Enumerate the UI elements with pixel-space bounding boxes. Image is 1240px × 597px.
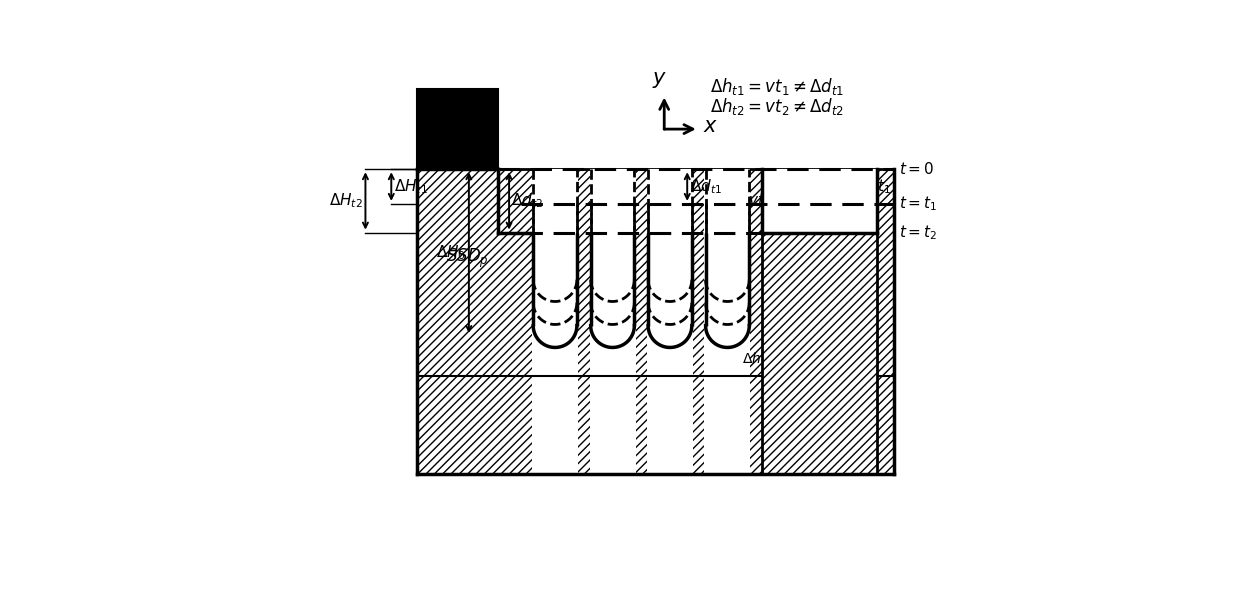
- Text: $\Delta h_{t1} = vt_1 \neq \Delta d_{t1}$: $\Delta h_{t1} = vt_1 \neq \Delta d_{t1}…: [711, 75, 844, 97]
- Text: $\Delta H_{t2}$: $\Delta H_{t2}$: [330, 192, 363, 210]
- Text: $t = 0$: $t = 0$: [899, 161, 934, 177]
- Bar: [761, 170, 877, 232]
- Text: $vt_2$: $vt_2$: [749, 192, 771, 210]
- Bar: [704, 232, 750, 474]
- Text: $t = t_2$: $t = t_2$: [899, 223, 937, 242]
- Text: $\mathrm{SiO_2}$: $\mathrm{SiO_2}$: [804, 417, 847, 439]
- Text: $\Delta h_{t2} = vt_2 \neq \Delta d_{t2}$: $\Delta h_{t2} = vt_2 \neq \Delta d_{t2}…: [711, 96, 844, 116]
- Bar: [532, 170, 578, 232]
- Text: $\Delta h_{t2}$: $\Delta h_{t2}$: [742, 350, 771, 368]
- Bar: [589, 170, 635, 232]
- Bar: [704, 170, 750, 232]
- Bar: [417, 89, 497, 170]
- Bar: [761, 232, 877, 474]
- Bar: [647, 232, 693, 474]
- Text: $x$: $x$: [703, 116, 718, 136]
- Bar: [532, 232, 578, 474]
- Text: $\Delta H_{t1}$: $\Delta H_{t1}$: [394, 177, 428, 196]
- Text: $\Delta d_{t2}$: $\Delta d_{t2}$: [511, 192, 543, 210]
- Bar: [647, 170, 693, 232]
- Text: $t = t_1$: $t = t_1$: [899, 195, 937, 213]
- Text: $\Delta h_{t1}$: $\Delta h_{t1}$: [792, 359, 822, 376]
- Text: $y$: $y$: [652, 70, 667, 90]
- Bar: [589, 232, 635, 474]
- Text: $SSD_p$: $SSD_p$: [446, 247, 489, 270]
- Bar: [417, 170, 894, 474]
- Text: $vt_1$: $vt_1$: [868, 177, 890, 196]
- Text: $\Delta H_0$: $\Delta H_0$: [436, 244, 466, 262]
- Text: $\Delta d_{t1}$: $\Delta d_{t1}$: [689, 177, 722, 196]
